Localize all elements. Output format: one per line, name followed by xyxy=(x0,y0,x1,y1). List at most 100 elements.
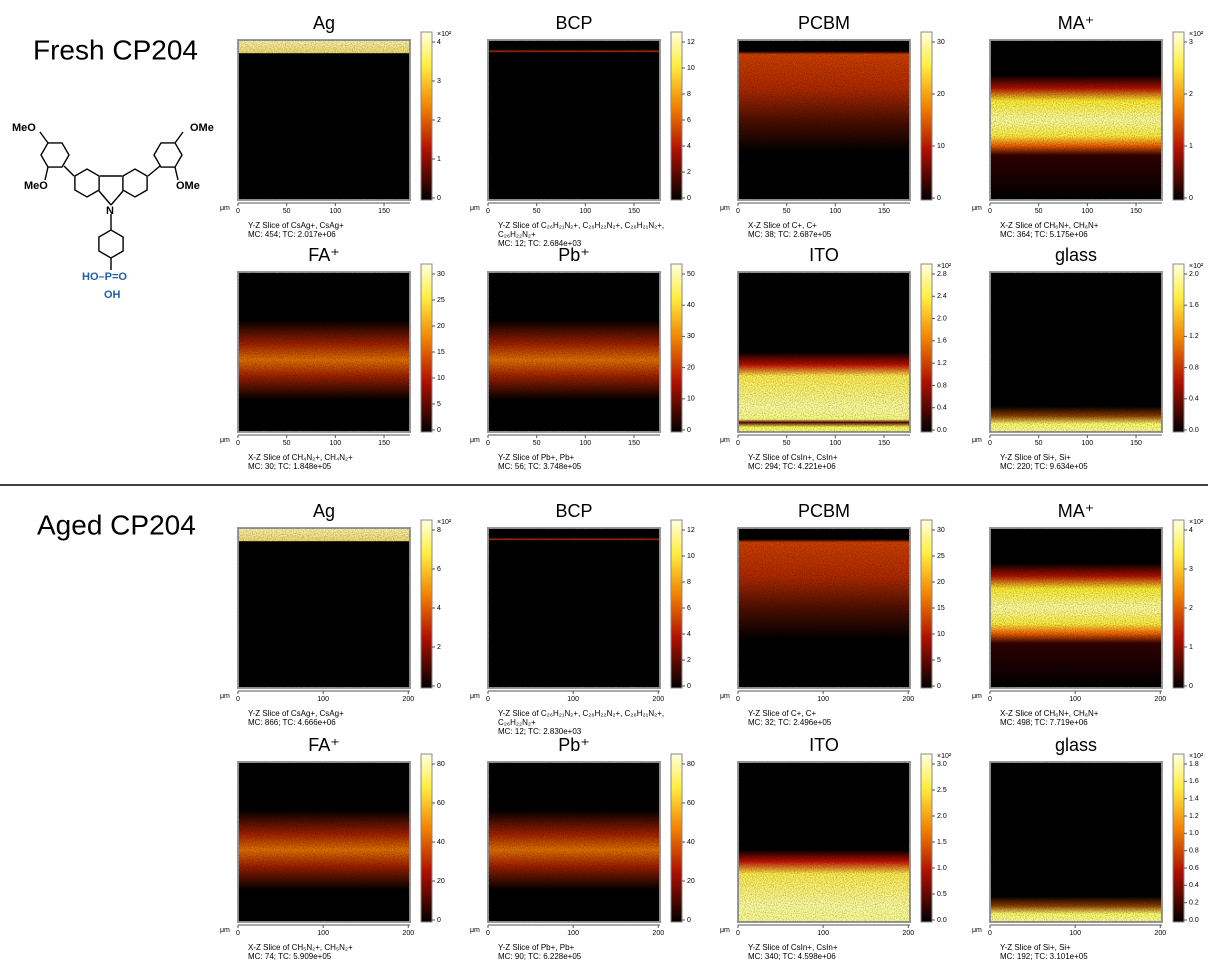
x-tick-label: 0 xyxy=(988,930,992,937)
colorbar-tick-label: 2 xyxy=(437,644,441,651)
caption: Y-Z Slice of C₂₆H₂₁N₂+, C₂₆H₂₂N₂+, C₂₆H₂… xyxy=(498,709,664,718)
colorbar-tick-label: 0 xyxy=(687,195,691,202)
colorbar-tick-label: 6 xyxy=(687,117,691,124)
colorbar-tick-label: 10 xyxy=(937,143,945,150)
x-tick-label: 0 xyxy=(486,930,490,937)
colorbar-tick-label: 60 xyxy=(437,800,445,807)
ring xyxy=(41,143,69,167)
colorbar-tick-label: 4 xyxy=(687,143,691,150)
colorbar xyxy=(1173,264,1184,432)
colorbar-tick-label: 0.8 xyxy=(937,382,947,389)
ring xyxy=(99,230,123,258)
colorbar-tick-label: 3 xyxy=(437,78,441,85)
colorbar-tick-label: 0 xyxy=(437,683,441,690)
caption: MC: 32; TC: 2.496e+05 xyxy=(748,718,832,727)
colorbar-tick-label: 1.0 xyxy=(1189,830,1199,837)
colorbar-tick-label: 1.6 xyxy=(937,338,947,345)
colorbar-tick-label: 40 xyxy=(437,839,445,846)
panel-label: Pb⁺ xyxy=(558,245,590,265)
colorbar-tick-label: 50 xyxy=(687,271,695,278)
colorbar-tick-label: ×10² xyxy=(1189,263,1204,270)
colorbar-tick-label: 3 xyxy=(1189,566,1193,573)
colorbar-tick-label: 5 xyxy=(937,657,941,664)
caption: MC: 454; TC: 2.017e+06 xyxy=(248,230,336,239)
colorbar xyxy=(671,754,682,922)
x-tick-label: 0 xyxy=(988,208,992,215)
colorbar-tick-label: ×10² xyxy=(1189,31,1204,38)
colorbar-tick-label: 2 xyxy=(1189,91,1193,98)
x-tick-label: 200 xyxy=(1154,930,1166,937)
colorbar-tick-label: 0.6 xyxy=(1189,865,1199,872)
ring xyxy=(123,169,147,197)
colorbar xyxy=(921,754,932,922)
colorbar-tick-label: 2.4 xyxy=(937,293,947,300)
colorbar-tick-label: 30 xyxy=(937,527,945,534)
x-tick-label: 0 xyxy=(236,930,240,937)
atom-label: OMe xyxy=(176,180,200,192)
colorbar-tick-label: 3.0 xyxy=(937,761,947,768)
x-tick-label: 100 xyxy=(817,696,829,703)
colorbar-tick-label: 0 xyxy=(1189,683,1193,690)
colorbar xyxy=(671,520,682,688)
panel: ITOμm050100150×10²2.82.42.01.61.20.80.40… xyxy=(720,245,952,471)
caption: Y-Z Slice of C₂₆H₂₁N₂+, C₂₆H₂₂N₂+, C₂₆H₂… xyxy=(498,221,664,230)
x-tick-label: 0 xyxy=(736,208,740,215)
colorbar-tick-label: 1 xyxy=(437,156,441,163)
colorbar-tick-label: 2.5 xyxy=(937,787,947,794)
x-tick-label: 100 xyxy=(830,208,842,215)
panel-label: Pb⁺ xyxy=(558,735,590,755)
colorbar xyxy=(1173,754,1184,922)
atom-label: N xyxy=(106,205,114,217)
x-tick-label: 100 xyxy=(1069,930,1081,937)
caption: MC: 364; TC: 5.175e+06 xyxy=(1000,230,1088,239)
colorbar-tick-label: 1.2 xyxy=(1189,333,1199,340)
heatmap-noise xyxy=(238,528,410,688)
colorbar-tick-label: 0.8 xyxy=(1189,848,1199,855)
x-tick-label: 100 xyxy=(580,208,592,215)
x-tick-label: 0 xyxy=(486,696,490,703)
axis-unit: μm xyxy=(720,693,730,700)
heatmap-noise xyxy=(738,272,910,432)
axis-unit: μm xyxy=(720,437,730,444)
panel: Agμm0100200×10²86420Y-Z Slice of CsAg+, … xyxy=(220,501,452,727)
colorbar-tick-label: 80 xyxy=(687,761,695,768)
x-tick-label: 200 xyxy=(402,696,414,703)
colorbar-tick-label: 15 xyxy=(437,349,445,356)
x-tick-label: 150 xyxy=(378,440,390,447)
colorbar xyxy=(921,32,932,200)
x-tick-label: 150 xyxy=(1130,440,1142,447)
panel-label: ITO xyxy=(809,735,839,755)
colorbar-tick-label: 2 xyxy=(437,117,441,124)
atom-label: MeO xyxy=(24,180,48,192)
colorbar-tick-label: 3 xyxy=(1189,39,1193,46)
colorbar-tick-label: 2 xyxy=(1189,605,1193,612)
axis-unit: μm xyxy=(972,927,982,934)
heatmap-noise xyxy=(990,272,1162,432)
colorbar-tick-label: 5 xyxy=(437,401,441,408)
heatmap-noise xyxy=(238,762,410,922)
caption: MC: 30; TC: 1.848e+05 xyxy=(248,462,332,471)
panel-label: FA⁺ xyxy=(308,245,340,265)
bond xyxy=(111,191,123,205)
x-tick-label: 50 xyxy=(283,440,291,447)
x-tick-label: 50 xyxy=(1035,208,1043,215)
colorbar-tick-label: 0.5 xyxy=(937,891,947,898)
caption: C₂₆H₂₂N₂+ xyxy=(498,230,536,239)
x-tick-label: 0 xyxy=(736,696,740,703)
heatmap-noise xyxy=(488,40,660,200)
colorbar-tick-label: ×10² xyxy=(437,31,452,38)
x-tick-label: 150 xyxy=(878,208,890,215)
axis-unit: μm xyxy=(220,693,230,700)
x-tick-label: 100 xyxy=(1069,696,1081,703)
axis-unit: μm xyxy=(720,205,730,212)
axis-unit: μm xyxy=(470,927,480,934)
axis-unit: μm xyxy=(720,927,730,934)
colorbar-tick-label: 30 xyxy=(937,39,945,46)
panel-label: Ag xyxy=(313,13,335,33)
colorbar xyxy=(921,264,932,432)
x-tick-label: 50 xyxy=(533,208,541,215)
bond xyxy=(148,166,160,176)
